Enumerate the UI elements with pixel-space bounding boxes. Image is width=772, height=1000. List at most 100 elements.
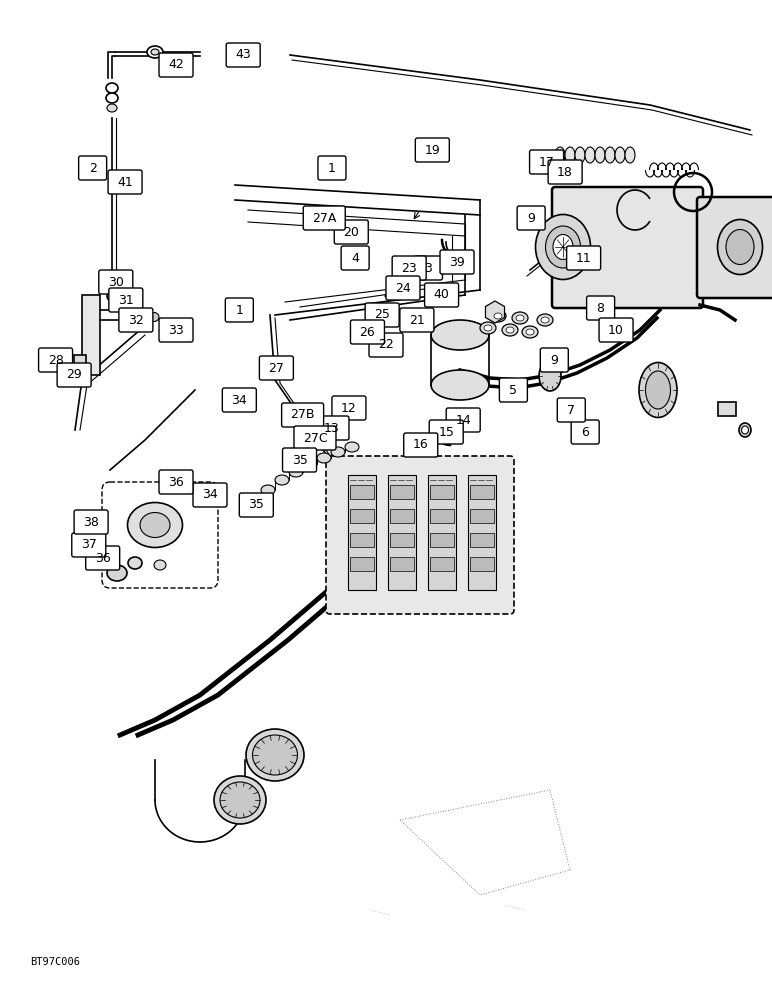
- FancyBboxPatch shape: [259, 356, 293, 380]
- Text: 19: 19: [425, 143, 440, 156]
- Text: 8: 8: [597, 302, 604, 314]
- FancyBboxPatch shape: [334, 220, 368, 244]
- Ellipse shape: [741, 426, 749, 434]
- Text: 27: 27: [269, 361, 284, 374]
- Bar: [74, 355, 86, 377]
- Bar: [430, 509, 454, 523]
- Text: 27B: 27B: [290, 408, 315, 422]
- Bar: [350, 509, 374, 523]
- FancyBboxPatch shape: [72, 533, 106, 557]
- FancyBboxPatch shape: [415, 256, 442, 280]
- FancyBboxPatch shape: [429, 420, 463, 444]
- FancyBboxPatch shape: [499, 378, 527, 402]
- Text: 23: 23: [401, 261, 417, 274]
- Ellipse shape: [490, 310, 506, 322]
- Bar: [82, 295, 100, 375]
- Ellipse shape: [220, 782, 260, 818]
- Ellipse shape: [516, 315, 524, 321]
- Bar: [430, 533, 454, 547]
- Text: 17: 17: [539, 155, 554, 168]
- Text: 7: 7: [567, 403, 575, 416]
- Text: 28: 28: [48, 354, 63, 366]
- Ellipse shape: [645, 371, 671, 409]
- Bar: [470, 509, 494, 523]
- Text: 30: 30: [108, 275, 124, 288]
- Ellipse shape: [275, 475, 289, 485]
- Ellipse shape: [717, 220, 763, 274]
- Text: 16: 16: [413, 438, 428, 452]
- Text: BT97C006: BT97C006: [30, 957, 80, 967]
- Ellipse shape: [484, 325, 492, 331]
- FancyBboxPatch shape: [517, 206, 545, 230]
- Text: 29: 29: [66, 368, 82, 381]
- Bar: [428, 475, 456, 590]
- Bar: [470, 557, 494, 571]
- Bar: [390, 557, 414, 571]
- Ellipse shape: [107, 280, 121, 292]
- FancyBboxPatch shape: [557, 398, 585, 422]
- Bar: [468, 475, 496, 590]
- FancyBboxPatch shape: [39, 348, 73, 372]
- Text: 35: 35: [292, 454, 307, 466]
- FancyBboxPatch shape: [540, 348, 568, 372]
- Ellipse shape: [546, 226, 581, 268]
- FancyBboxPatch shape: [404, 433, 438, 457]
- Text: 12: 12: [341, 401, 357, 414]
- Ellipse shape: [149, 312, 159, 322]
- Ellipse shape: [107, 290, 121, 302]
- Text: 39: 39: [449, 255, 465, 268]
- Text: 38: 38: [83, 516, 99, 528]
- Ellipse shape: [154, 560, 166, 570]
- FancyBboxPatch shape: [392, 256, 426, 280]
- Text: 41: 41: [117, 176, 133, 188]
- Ellipse shape: [541, 317, 549, 323]
- Ellipse shape: [605, 147, 615, 163]
- FancyBboxPatch shape: [697, 197, 772, 298]
- Ellipse shape: [246, 729, 304, 781]
- Text: 36: 36: [168, 476, 184, 488]
- FancyBboxPatch shape: [119, 308, 153, 332]
- FancyBboxPatch shape: [587, 296, 615, 320]
- FancyBboxPatch shape: [159, 318, 193, 342]
- Ellipse shape: [252, 735, 297, 775]
- Bar: [470, 485, 494, 499]
- FancyBboxPatch shape: [365, 303, 399, 327]
- Ellipse shape: [615, 147, 625, 163]
- FancyBboxPatch shape: [552, 187, 703, 308]
- FancyBboxPatch shape: [79, 156, 107, 180]
- Ellipse shape: [575, 147, 585, 163]
- Bar: [350, 557, 374, 571]
- Text: 5: 5: [510, 383, 517, 396]
- Ellipse shape: [345, 442, 359, 452]
- Ellipse shape: [494, 313, 502, 319]
- FancyBboxPatch shape: [226, 43, 260, 67]
- FancyBboxPatch shape: [326, 456, 514, 614]
- Text: 10: 10: [608, 324, 624, 336]
- Text: 24: 24: [395, 282, 411, 294]
- Ellipse shape: [739, 423, 751, 437]
- FancyBboxPatch shape: [548, 160, 582, 184]
- FancyBboxPatch shape: [159, 53, 193, 77]
- Bar: [430, 557, 454, 571]
- FancyBboxPatch shape: [193, 483, 227, 507]
- Ellipse shape: [129, 308, 145, 322]
- Text: 36: 36: [95, 552, 110, 564]
- FancyBboxPatch shape: [599, 318, 633, 342]
- Ellipse shape: [539, 361, 561, 391]
- FancyBboxPatch shape: [571, 420, 599, 444]
- Ellipse shape: [431, 370, 489, 400]
- Text: 31: 31: [118, 294, 134, 306]
- Text: 42: 42: [168, 58, 184, 72]
- FancyBboxPatch shape: [400, 308, 434, 332]
- Bar: [388, 475, 416, 590]
- FancyBboxPatch shape: [109, 288, 143, 312]
- Text: 18: 18: [557, 165, 573, 178]
- Ellipse shape: [565, 147, 575, 163]
- Ellipse shape: [317, 453, 331, 463]
- Ellipse shape: [726, 230, 754, 264]
- Text: 11: 11: [576, 251, 591, 264]
- Bar: [390, 509, 414, 523]
- FancyBboxPatch shape: [294, 426, 336, 450]
- FancyBboxPatch shape: [350, 320, 384, 344]
- Bar: [350, 485, 374, 499]
